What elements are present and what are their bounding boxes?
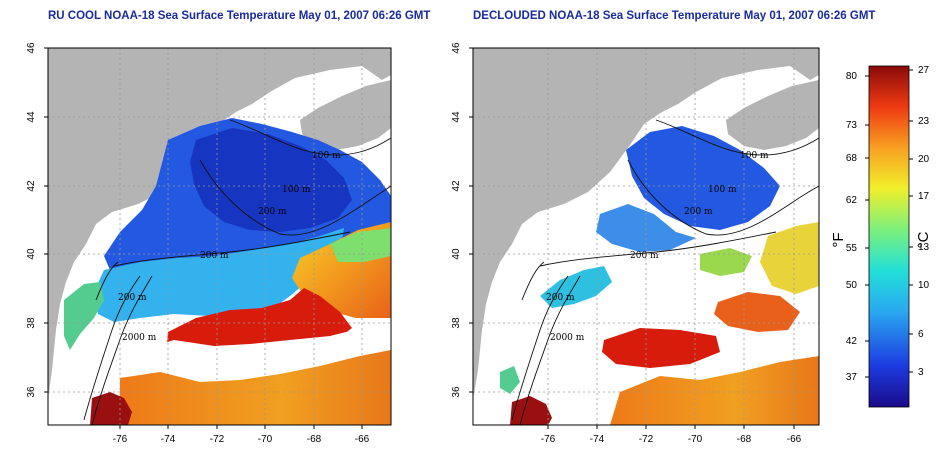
left-contour-label-3: 200 m	[258, 207, 287, 217]
celsius-tick: 23	[918, 116, 930, 127]
left-lat-tick: 44	[26, 111, 37, 123]
left-lon-tick: -74	[161, 434, 176, 445]
celsius-tick: 27	[918, 65, 930, 76]
right-land	[473, 48, 819, 400]
right-isobath-labels: 100 m 100 m 200 m 200 m 200 m 2000 m	[546, 151, 769, 343]
left-map-title: RU COOL NOAA-18 Sea Surface Temperature …	[48, 10, 431, 22]
left-ticks	[44, 47, 363, 429]
right-ticks	[469, 47, 795, 429]
right-lat-tick: 42	[451, 180, 462, 192]
fahrenheit-tick: 55	[846, 243, 858, 254]
right-contour-label-6: 2000 m	[550, 333, 585, 343]
left-map: 100 m 100 m 200 m 200 m 200 m 2000 m -76…	[26, 42, 392, 445]
right-contour-label-3: 200 m	[684, 207, 713, 217]
fahrenheit-labels: 80 73 68 62 55 50 42 37	[846, 71, 858, 383]
left-deep-blue	[190, 128, 352, 232]
celsius-tick: 3	[918, 367, 924, 378]
right-lat-labels: 36 38 40 42 44 46	[451, 42, 462, 398]
colorbar: 80 73 68 62 55 50 42 37 27 23 20 17 13 1…	[830, 65, 932, 408]
left-lon-tick: -70	[258, 434, 273, 445]
fahrenheit-tick: 62	[846, 195, 858, 206]
left-map-frame	[47, 47, 392, 426]
left-cape-hatteras-warm	[90, 392, 132, 425]
fahrenheit-tick: 68	[846, 153, 858, 164]
right-nova-scotia	[726, 80, 819, 150]
fahrenheit-tick: 37	[846, 372, 858, 383]
left-contour-label-4: 200 m	[200, 251, 229, 261]
left-lat-tick: 40	[26, 248, 37, 260]
right-lat-tick: 36	[451, 386, 462, 398]
left-green-east	[330, 228, 391, 262]
left-south-warm	[120, 350, 391, 425]
right-contour-label-4: 200 m	[630, 251, 659, 261]
right-map-field	[473, 48, 819, 425]
right-contour-label-5: 200 m	[546, 293, 575, 303]
celsius-tick: 6	[918, 329, 924, 340]
fahrenheit-tick: 50	[846, 280, 858, 291]
left-lat-tick: 42	[26, 180, 37, 192]
right-map-title: DECLOUDED NOAA-18 Sea Surface Temperatur…	[473, 10, 876, 22]
colorbar-gradient	[868, 65, 910, 408]
right-isobaths	[511, 119, 820, 426]
left-lat-tick: 38	[26, 317, 37, 329]
fahrenheit-unit: °F	[830, 232, 847, 247]
left-lon-tick: -68	[307, 434, 322, 445]
celsius-unit: °C	[915, 231, 932, 248]
left-contour-label-5: 200 m	[118, 293, 147, 303]
left-contour-label-2: 100 m	[282, 185, 311, 195]
left-nova-scotia	[300, 80, 391, 150]
right-lat-tick: 46	[451, 42, 462, 54]
left-lon-tick: -76	[113, 434, 128, 445]
left-lat-tick: 46	[26, 42, 37, 54]
right-gulf-stream	[602, 328, 720, 368]
right-lon-tick: -74	[590, 434, 605, 445]
left-contour-label-1: 100 m	[312, 151, 341, 161]
right-cold-water	[626, 126, 780, 230]
right-slope-cyan	[540, 266, 612, 308]
left-slope-water	[94, 228, 344, 322]
left-lon-labels: -76 -74 -72 -70 -68 -66	[113, 434, 370, 445]
right-orange-east	[714, 292, 800, 332]
fahrenheit-tick: 73	[846, 120, 858, 131]
right-lon-tick: -68	[737, 434, 752, 445]
right-lon-labels: -76 -74 -72 -70 -68 -66	[541, 434, 802, 445]
celsius-tick: 17	[918, 191, 930, 202]
left-lat-tick: 36	[26, 386, 37, 398]
celsius-tick: 20	[918, 154, 930, 165]
celsius-labels: 27 23 20 17 13 10 6 3	[918, 65, 930, 378]
left-isobaths	[83, 119, 392, 426]
left-lon-tick: -66	[355, 434, 370, 445]
right-lon-tick: -76	[541, 434, 556, 445]
right-contour-label-2: 100 m	[708, 185, 737, 195]
left-land	[48, 48, 391, 400]
left-contour-label-6: 2000 m	[122, 333, 157, 343]
right-cape-hatteras-warm	[510, 396, 552, 425]
celsius-tick: 10	[918, 280, 930, 291]
left-coastal-strip	[64, 282, 104, 350]
left-isobath-labels: 100 m 100 m 200 m 200 m 200 m 2000 m	[118, 151, 341, 343]
left-map-field	[48, 48, 391, 425]
right-map: 100 m 100 m 200 m 200 m 200 m 2000 m -76…	[451, 42, 820, 445]
right-lon-tick: -66	[787, 434, 802, 445]
left-clouds	[134, 328, 372, 380]
fahrenheit-tick: 80	[846, 71, 858, 82]
right-lat-tick: 40	[451, 248, 462, 260]
right-lat-tick: 44	[451, 111, 462, 123]
celsius-tick: 13	[918, 242, 930, 253]
right-lon-tick: -70	[688, 434, 703, 445]
fahrenheit-tick: 42	[846, 336, 858, 347]
right-south-warm	[610, 356, 819, 425]
left-grid	[48, 48, 391, 425]
right-lon-tick: -72	[639, 434, 654, 445]
right-green-patch	[700, 248, 752, 276]
right-lat-tick: 38	[451, 317, 462, 329]
right-green-coast	[500, 366, 520, 394]
left-lat-labels: 36 38 40 42 44 46	[26, 42, 37, 398]
colorbar-ticks	[865, 69, 913, 378]
left-lon-tick: -72	[210, 434, 225, 445]
right-yellow-east	[760, 222, 819, 294]
right-contour-label-1: 100 m	[740, 151, 769, 161]
